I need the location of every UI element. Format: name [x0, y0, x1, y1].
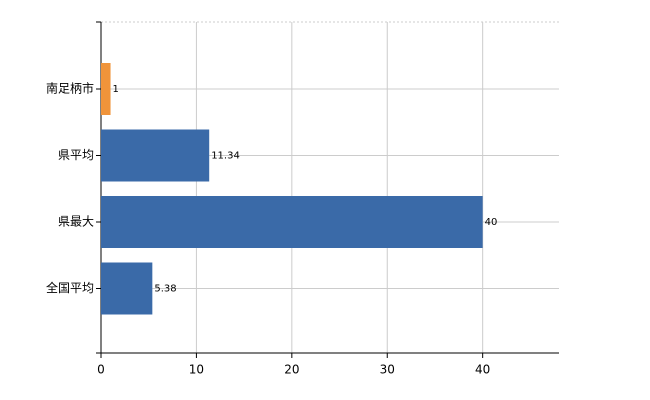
- x-tick-label: 10: [189, 363, 204, 377]
- data-label: 11.34: [211, 151, 240, 162]
- data-label: 5.38: [154, 284, 176, 295]
- y-tick-label: 県平均: [58, 148, 94, 162]
- x-tick-label: 20: [284, 363, 299, 377]
- y-tick-label: 県最大: [58, 215, 94, 229]
- bar: [101, 196, 483, 248]
- bar: [101, 63, 111, 115]
- bar: [101, 262, 153, 315]
- y-tick-label: 南足柄市: [46, 81, 94, 96]
- data-label: 1: [113, 84, 119, 95]
- x-tick-label: 40: [475, 363, 490, 377]
- data-label: 40: [485, 217, 498, 228]
- x-tick-label: 30: [380, 363, 395, 377]
- bar: [101, 129, 210, 182]
- x-tick-label: 0: [97, 363, 105, 377]
- y-tick-label: 全国平均: [46, 280, 94, 295]
